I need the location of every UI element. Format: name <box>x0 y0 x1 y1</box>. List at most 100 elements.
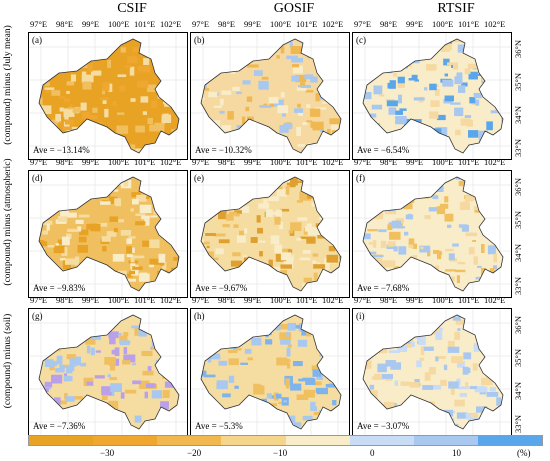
latitude-tick: 36°N <box>513 177 523 196</box>
map-panel: (i) Ave = −3.07% <box>352 308 512 436</box>
map-svg <box>353 33 511 159</box>
region-outline <box>200 38 342 154</box>
longitude-tick: 102°E <box>160 157 182 167</box>
column-title-3: RTSIF <box>437 1 475 16</box>
colorbar-segment <box>477 436 542 445</box>
longitude-tick: 97°E <box>354 157 372 167</box>
panel-average: Ave = −6.54% <box>357 145 410 155</box>
region-outline <box>38 176 180 292</box>
map-svg <box>29 33 187 159</box>
panel-average: Ave = −10.32% <box>195 145 252 155</box>
longitude-tick: 99°E <box>82 157 100 167</box>
colorbar-tick-4: 0 <box>370 448 375 458</box>
panel-label: (f) <box>356 173 365 183</box>
map-panel: (d) Ave = −9.83% <box>28 170 188 298</box>
longitude-tick: 99°E <box>244 157 262 167</box>
panel-label: (e) <box>194 173 204 183</box>
map-panel: (e) Ave = −9.67% <box>190 170 350 298</box>
panel-average: Ave = −7.68% <box>357 283 410 293</box>
region-outline <box>362 314 504 430</box>
latitude-tick: 33°N <box>513 414 523 433</box>
longitude-tick: 102°E <box>322 157 344 167</box>
longitude-tick: 101°E <box>134 19 156 29</box>
map-svg <box>191 33 349 159</box>
longitude-tick: 102°E <box>484 19 506 29</box>
map-panel: (g) Ave = −7.36% <box>28 308 188 436</box>
longitude-tick: 98°E <box>218 157 236 167</box>
colorbar-tick-3: −10 <box>273 448 288 458</box>
longitude-tick: 101°E <box>134 295 156 305</box>
latitude-tick: 34°N <box>513 243 523 262</box>
longitude-tick: 100°E <box>270 157 292 167</box>
column-title-2: GOSIF <box>273 1 315 16</box>
colorbar-segment <box>157 436 222 445</box>
colorbar-tick-5: 10 <box>452 448 461 458</box>
region-outline <box>38 314 180 430</box>
longitude-tick: 101°E <box>458 19 480 29</box>
longitude-tick: 97°E <box>192 19 210 29</box>
map-svg <box>191 309 349 435</box>
panel-label: (i) <box>356 311 365 321</box>
longitude-tick: 101°E <box>134 157 156 167</box>
longitude-tick: 97°E <box>192 157 210 167</box>
colorbar-segment <box>221 436 286 445</box>
colorbar-segment <box>413 436 478 445</box>
colorbar-segment <box>285 436 350 445</box>
colorbar-unit: (%) <box>517 448 531 458</box>
panel-label: (g) <box>32 311 43 321</box>
latitude-tick: 36°N <box>513 315 523 334</box>
latitude-tick: 34°N <box>513 105 523 124</box>
colorbar-segment <box>93 436 158 445</box>
row-label-2: (compound) minus (atmospheric) <box>3 158 13 286</box>
longitude-tick: 101°E <box>296 19 318 29</box>
longitude-tick: 97°E <box>30 295 48 305</box>
longitude-tick: 102°E <box>322 295 344 305</box>
longitude-tick: 100°E <box>108 157 130 167</box>
latitude-tick: 36°N <box>513 39 523 58</box>
map-panel: (c) Ave = −6.54% <box>352 32 512 160</box>
longitude-tick: 99°E <box>82 295 100 305</box>
longitude-tick: 102°E <box>484 295 506 305</box>
longitude-tick: 97°E <box>30 157 48 167</box>
panel-label: (a) <box>32 35 42 45</box>
latitude-tick: 35°N <box>513 210 523 229</box>
longitude-tick: 99°E <box>406 157 424 167</box>
region-outline <box>200 176 342 292</box>
longitude-tick: 98°E <box>56 157 74 167</box>
longitude-tick: 98°E <box>56 295 74 305</box>
colorbar-tick-2: −20 <box>187 448 202 458</box>
longitude-tick: 98°E <box>380 157 398 167</box>
colorbar <box>28 435 543 446</box>
longitude-tick: 99°E <box>82 19 100 29</box>
longitude-tick: 97°E <box>354 295 372 305</box>
longitude-tick: 101°E <box>296 157 318 167</box>
longitude-tick: 101°E <box>458 295 480 305</box>
latitude-tick: 33°N <box>513 138 523 157</box>
longitude-tick: 98°E <box>218 295 236 305</box>
map-svg <box>29 171 187 297</box>
row-label-3: (compound) minus (soil) <box>3 313 13 409</box>
longitude-tick: 97°E <box>30 19 48 29</box>
longitude-tick: 100°E <box>432 157 454 167</box>
longitude-tick: 100°E <box>108 19 130 29</box>
latitude-tick: 35°N <box>513 348 523 367</box>
map-svg <box>29 309 187 435</box>
longitude-tick: 102°E <box>160 295 182 305</box>
panel-average: Ave = −5.3% <box>195 421 243 431</box>
longitude-tick: 99°E <box>406 19 424 29</box>
panel-average: Ave = −7.36% <box>33 421 86 431</box>
longitude-tick: 98°E <box>380 19 398 29</box>
row-label-1: (compound) minus (July mean) <box>3 25 13 145</box>
longitude-tick: 99°E <box>406 295 424 305</box>
panel-label: (b) <box>194 35 205 45</box>
longitude-tick: 102°E <box>484 157 506 167</box>
region-outline <box>362 38 504 154</box>
map-panel: (a) Ave = −13.14% <box>28 32 188 160</box>
map-panel: (h) Ave = −5.3% <box>190 308 350 436</box>
longitude-tick: 100°E <box>108 295 130 305</box>
longitude-tick: 102°E <box>160 19 182 29</box>
region-outline <box>362 176 504 292</box>
longitude-tick: 100°E <box>270 19 292 29</box>
panel-average: Ave = −9.67% <box>195 283 248 293</box>
colorbar-segment <box>29 436 94 445</box>
